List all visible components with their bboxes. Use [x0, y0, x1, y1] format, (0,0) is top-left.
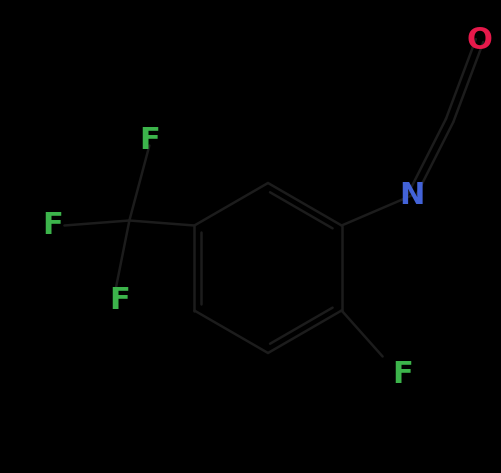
Text: F: F — [42, 211, 63, 240]
Text: F: F — [109, 286, 130, 315]
Text: F: F — [139, 126, 160, 155]
Text: O: O — [466, 26, 492, 55]
Text: N: N — [399, 181, 424, 210]
Text: F: F — [392, 360, 413, 389]
